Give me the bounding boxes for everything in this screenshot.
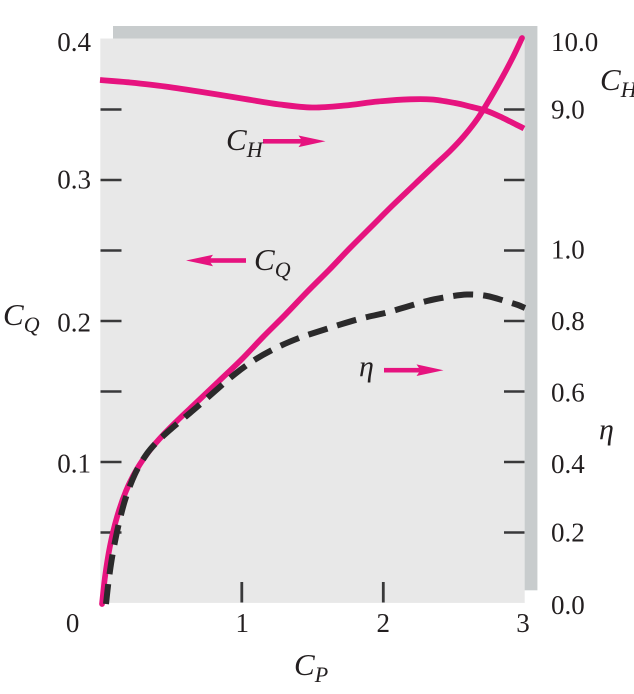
svg-text:CQ: CQ [3,297,40,337]
svg-text:CP: CP [294,647,328,687]
svg-text:η: η [359,350,374,383]
svg-text:0.1: 0.1 [57,449,91,479]
svg-text:0.3: 0.3 [57,165,91,195]
svg-text:CH: CH [600,62,634,102]
svg-text:9.0: 9.0 [551,95,585,125]
svg-text:η: η [599,413,614,446]
svg-text:1: 1 [236,608,250,638]
svg-text:0.8: 0.8 [551,306,585,336]
svg-text:0.2: 0.2 [551,518,585,548]
svg-text:1.0: 1.0 [551,235,585,265]
svg-text:10.0: 10.0 [551,27,598,57]
svg-text:0.2: 0.2 [57,308,91,338]
svg-text:0.4: 0.4 [551,449,585,479]
svg-text:0.0: 0.0 [551,590,585,620]
svg-text:2: 2 [377,608,391,638]
svg-text:0: 0 [66,608,80,638]
svg-text:0.6: 0.6 [551,378,585,408]
svg-text:3: 3 [516,608,530,638]
svg-text:0.4: 0.4 [57,27,91,57]
